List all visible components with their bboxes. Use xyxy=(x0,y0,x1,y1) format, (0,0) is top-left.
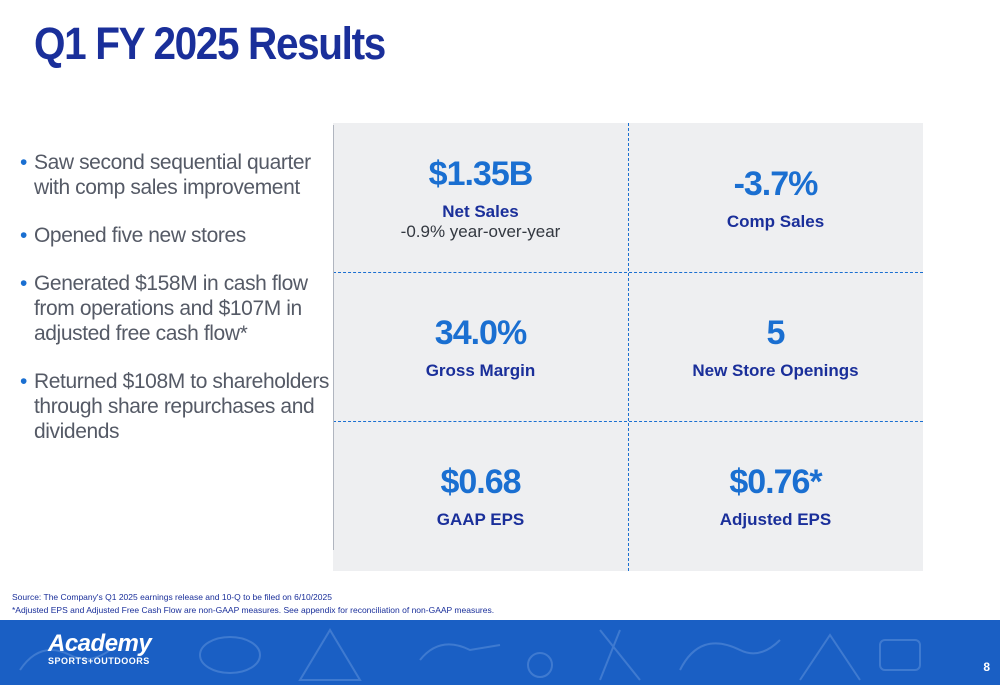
metric-value: $0.76* xyxy=(729,462,822,501)
metric-new-stores: 5 New Store Openings xyxy=(628,272,923,421)
metric-label: Adjusted EPS xyxy=(719,509,832,529)
bullet-text: Saw second sequential quarter with comp … xyxy=(34,151,311,199)
bullet-text: Generated $158M in cash flow from operat… xyxy=(34,272,308,345)
metric-label: New Store Openings xyxy=(692,360,859,380)
metric-label: GAAP EPS xyxy=(436,509,525,529)
metric-net-sales: $1.35B Net Sales -0.9% year-over-year xyxy=(333,123,628,272)
metric-adjusted-eps: $0.76* Adjusted EPS xyxy=(628,421,923,570)
bullet-item: • Saw second sequential quarter with comp… xyxy=(20,150,335,200)
logo-wordmark: Academy xyxy=(48,630,152,657)
metric-label: Net Sales xyxy=(442,201,519,221)
metric-value: $1.35B xyxy=(428,154,534,193)
metrics-grid: $1.35B Net Sales -0.9% year-over-year -3… xyxy=(333,123,923,571)
bullet-icon: • xyxy=(20,151,27,174)
column-divider xyxy=(628,123,629,571)
bullet-icon: • xyxy=(20,272,27,295)
metric-subtext: -0.9% year-over-year xyxy=(400,221,561,241)
metric-label: Gross Margin xyxy=(425,360,536,380)
bullet-item: • Opened five new stores xyxy=(20,223,335,248)
bullet-icon: • xyxy=(20,370,27,393)
metric-label: Comp Sales xyxy=(726,211,825,231)
bullet-text: Returned $108M to shareholders through s… xyxy=(34,370,330,443)
source-footnote: Source: The Company's Q1 2025 earnings r… xyxy=(12,592,332,602)
bullet-text: Opened five new stores xyxy=(34,224,246,247)
metric-gross-margin: 34.0% Gross Margin xyxy=(333,272,628,421)
metric-value: 34.0% xyxy=(434,313,527,352)
bullet-item: • Returned $108M to shareholders through … xyxy=(20,369,335,444)
highlights-list: • Saw second sequential quarter with comp… xyxy=(20,150,335,467)
non-gaap-footnote: *Adjusted EPS and Adjusted Free Cash Flo… xyxy=(12,605,495,615)
academy-logo: Academy SPORTS+OUTDOORS xyxy=(48,630,152,667)
bullet-icon: • xyxy=(20,224,27,247)
slide-title: Q1 FY 2025 Results xyxy=(34,18,386,69)
panel-left-rule xyxy=(333,125,334,550)
metric-value: -3.7% xyxy=(733,164,819,203)
logo-tagline: SPORTS+OUTDOORS xyxy=(48,656,150,666)
metric-gaap-eps: $0.68 GAAP EPS xyxy=(333,421,628,570)
metric-value: 5 xyxy=(766,313,786,352)
page-number: 8 xyxy=(983,660,990,674)
metric-comp-sales: -3.7% Comp Sales xyxy=(628,123,923,272)
bullet-item: • Generated $158M in cash flow from opera… xyxy=(20,271,335,346)
outdoor-pattern-illustration xyxy=(19,628,921,681)
footer-band: Academy SPORTS+OUTDOORS 8 xyxy=(0,620,1000,685)
metric-value: $0.68 xyxy=(440,462,521,501)
